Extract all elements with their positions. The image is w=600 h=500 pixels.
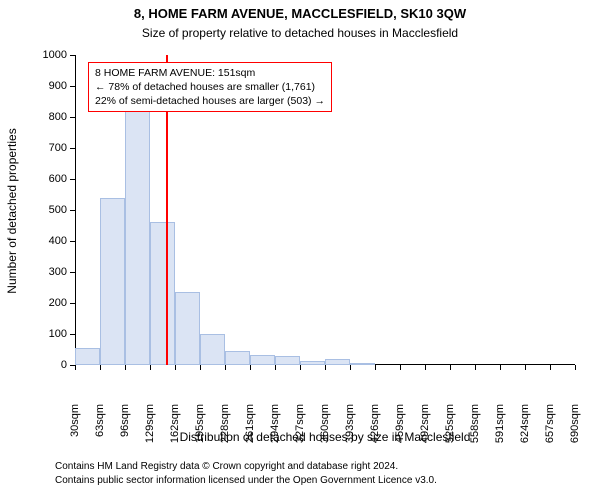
- y-axis-line: [75, 55, 76, 365]
- x-tick-mark: [200, 365, 201, 370]
- x-tick-mark: [375, 365, 376, 370]
- histogram-bar: [275, 356, 300, 365]
- x-tick-mark: [250, 365, 251, 370]
- annotation-line: ← 78% of detached houses are smaller (1,…: [95, 80, 325, 94]
- histogram-bar: [250, 355, 275, 365]
- histogram-bar: [175, 292, 200, 365]
- y-tick-mark: [70, 117, 75, 118]
- histogram-bar: [300, 361, 325, 365]
- histogram-bar: [75, 348, 100, 365]
- x-tick-mark: [100, 365, 101, 370]
- chart-subtitle: Size of property relative to detached ho…: [0, 26, 600, 40]
- chart-container: 8, HOME FARM AVENUE, MACCLESFIELD, SK10 …: [0, 0, 600, 500]
- y-tick-mark: [70, 55, 75, 56]
- histogram-bar: [200, 334, 225, 365]
- x-tick-mark: [150, 365, 151, 370]
- x-tick-mark: [400, 365, 401, 370]
- x-tick-mark: [475, 365, 476, 370]
- y-tick-mark: [70, 334, 75, 335]
- x-axis-label: Distribution of detached houses by size …: [75, 430, 575, 444]
- x-tick-mark: [350, 365, 351, 370]
- histogram-bar: [225, 351, 250, 365]
- y-tick-mark: [70, 210, 75, 211]
- x-tick-mark: [75, 365, 76, 370]
- x-tick-mark: [450, 365, 451, 370]
- y-tick-mark: [70, 303, 75, 304]
- annotation-line: 22% of semi-detached houses are larger (…: [95, 94, 325, 108]
- x-tick-mark: [550, 365, 551, 370]
- y-tick-mark: [70, 179, 75, 180]
- chart-supertitle: 8, HOME FARM AVENUE, MACCLESFIELD, SK10 …: [0, 6, 600, 21]
- plot-area: 8 HOME FARM AVENUE: 151sqm← 78% of detac…: [75, 55, 575, 365]
- y-axis-label: Number of detached properties: [5, 56, 19, 366]
- x-tick-mark: [325, 365, 326, 370]
- histogram-bar: [125, 108, 150, 365]
- x-tick-mark: [275, 365, 276, 370]
- footer-attribution: Contains HM Land Registry data © Crown c…: [55, 460, 437, 488]
- x-tick-mark: [300, 365, 301, 370]
- histogram-bar: [350, 363, 375, 365]
- x-tick-mark: [175, 365, 176, 370]
- x-tick-mark: [500, 365, 501, 370]
- y-tick-mark: [70, 241, 75, 242]
- y-tick-mark: [70, 272, 75, 273]
- x-tick-mark: [125, 365, 126, 370]
- x-tick-mark: [225, 365, 226, 370]
- x-tick-mark: [525, 365, 526, 370]
- x-tick-mark: [425, 365, 426, 370]
- footer-line: Contains HM Land Registry data © Crown c…: [55, 460, 437, 474]
- annotation-line: 8 HOME FARM AVENUE: 151sqm: [95, 66, 325, 80]
- histogram-bar: [325, 359, 350, 365]
- y-tick-mark: [70, 86, 75, 87]
- histogram-bar: [100, 198, 125, 365]
- histogram-bar: [150, 222, 175, 365]
- annotation-box: 8 HOME FARM AVENUE: 151sqm← 78% of detac…: [88, 62, 332, 112]
- footer-line: Contains public sector information licen…: [55, 474, 437, 488]
- y-tick-mark: [70, 148, 75, 149]
- x-tick-mark: [575, 365, 576, 370]
